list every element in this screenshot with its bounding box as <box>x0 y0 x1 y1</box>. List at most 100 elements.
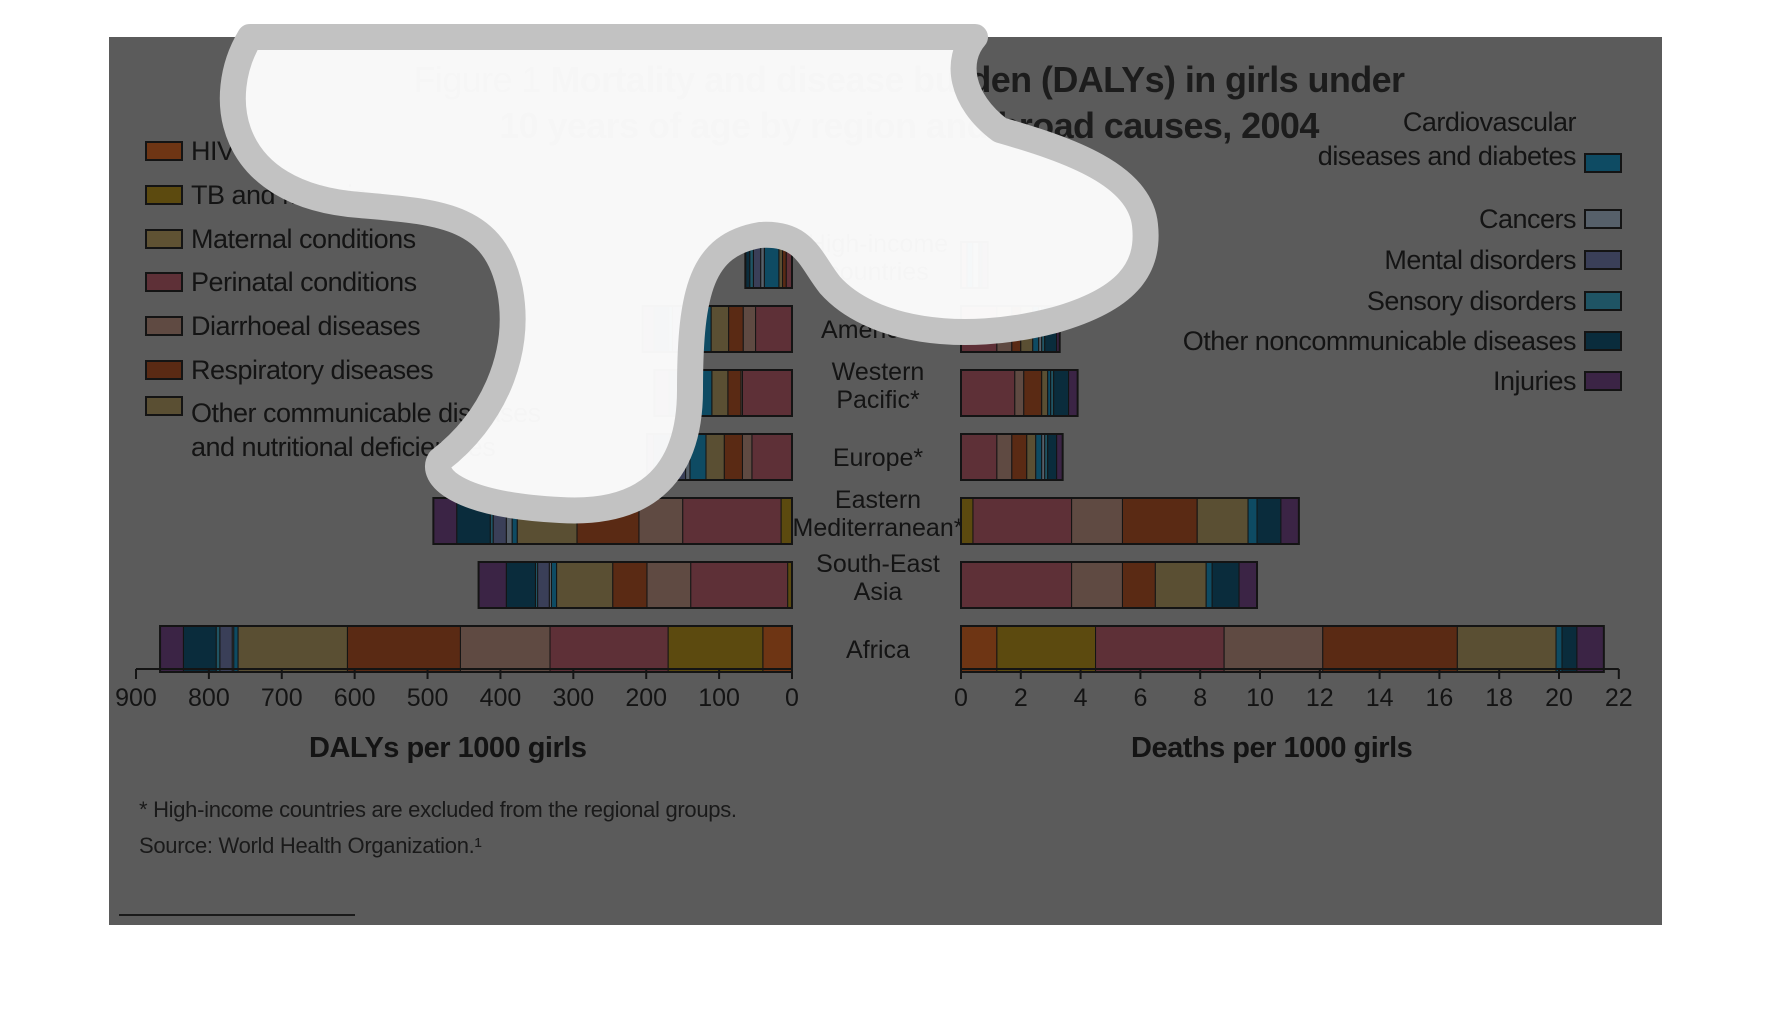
legend-swatch <box>1584 153 1622 173</box>
daly-bar-segment <box>728 305 744 353</box>
legend-label: Other noncommunicable diseases <box>1182 326 1577 356</box>
daly-bar-segment <box>478 561 507 609</box>
death-tick-label: 16 <box>1425 684 1453 712</box>
daly-bar-segment <box>159 625 184 673</box>
death-bar-segment <box>1223 625 1324 673</box>
daly-bar-outline <box>159 625 793 673</box>
death-bar-segment <box>996 625 1097 673</box>
legend-swatch <box>145 360 183 380</box>
figure-panel: Figure 1 Mortality and disease burden (D… <box>109 37 1662 925</box>
legend-label: HIV <box>191 136 235 166</box>
legend-label: Sensory disorders <box>1366 286 1577 316</box>
legend-swatch <box>1584 209 1622 229</box>
legend-label: Respiratory diseases <box>191 355 434 385</box>
daly-bar-segment <box>723 433 743 481</box>
daly-bar-segment <box>671 433 687 481</box>
legend-item: Respiratory diseases <box>145 352 434 388</box>
daly-bar-segment <box>762 625 793 673</box>
daly-bar-segment <box>778 241 784 289</box>
daly-tick-label: 200 <box>625 684 667 712</box>
daly-tick-label: 400 <box>480 684 522 712</box>
daly-bar-segment <box>549 625 669 673</box>
death-tick-label: 2 <box>1014 684 1028 712</box>
death-bar-segment <box>972 497 1073 545</box>
legend-item: Other communicable diseases and nutritio… <box>145 396 541 462</box>
death-bar-segment <box>1071 497 1123 545</box>
daly-bar-segment <box>741 369 793 417</box>
death-bar-segment <box>960 497 974 545</box>
legend-swatch <box>1584 331 1622 351</box>
daly-bar-segment <box>763 241 780 289</box>
daly-bar-segment <box>576 497 640 545</box>
daly-bar-segment <box>432 497 458 545</box>
death-bar-segment <box>960 625 998 673</box>
daly-bar-segment <box>742 305 757 353</box>
legend-swatch <box>145 316 183 336</box>
death-bar-segment <box>1154 561 1207 609</box>
category-label: Eastern Mediterranean* <box>793 486 964 542</box>
legend-item: Sensory disorders <box>922 283 1622 319</box>
daly-tick-label: 500 <box>407 684 449 712</box>
daly-bar-segment <box>678 369 686 417</box>
legend-label: TB and Malaria <box>191 180 368 210</box>
death-bar-segment <box>1026 433 1037 481</box>
daly-bar-segment <box>751 433 793 481</box>
daly-bar-segment <box>516 497 578 545</box>
daly-bar-segment <box>653 433 671 481</box>
daly-bar-segment <box>693 305 712 353</box>
daly-bar-segment <box>695 369 713 417</box>
legend-swatch <box>145 396 183 416</box>
daly-bar-segment <box>219 625 233 673</box>
legend-item: Maternal conditions <box>145 221 416 257</box>
daly-bar-segment <box>685 433 691 481</box>
death-bar-segment <box>1555 625 1563 673</box>
legend-label: Cancers <box>1478 204 1577 234</box>
left-axis-title: DALYs per 1000 girls <box>309 732 587 764</box>
legend-swatch <box>145 185 183 205</box>
category-label: Western Pacific* <box>832 358 925 414</box>
death-bar-segment <box>1196 497 1249 545</box>
legend-item: Cardiovascular diseases and diabetes <box>922 107 1622 173</box>
death-bar-segment <box>1456 625 1557 673</box>
daly-tick-label: 700 <box>261 684 303 712</box>
legend-item: Other noncommunicable diseases <box>922 323 1622 359</box>
daly-bar-segment <box>689 433 707 481</box>
footnote: * High-income countries are excluded fro… <box>139 797 737 822</box>
daly-bar-segment <box>505 561 536 609</box>
legend-item: Injuries <box>922 363 1622 399</box>
legend-label: Maternal conditions <box>191 224 416 254</box>
daly-bar-segment <box>682 497 782 545</box>
death-tick-label: 22 <box>1605 684 1633 712</box>
source-note: Source: World Health Organization.¹ <box>139 833 482 858</box>
death-bar-segment <box>1561 625 1578 673</box>
daly-bar-segment <box>782 241 787 289</box>
death-bar-segment <box>1047 433 1058 481</box>
death-bar-segment <box>1205 561 1213 609</box>
daly-bar-segment <box>760 241 765 289</box>
legend-swatch <box>145 141 183 161</box>
death-bar-outline <box>960 625 1605 673</box>
daly-bar-segment <box>550 561 558 609</box>
legend-swatch <box>145 272 183 292</box>
footnote-rule <box>119 914 355 916</box>
daly-bar-segment <box>646 561 692 609</box>
daly-bar-segment <box>346 625 461 673</box>
death-bar-segment <box>1121 497 1198 545</box>
daly-bar-segment <box>741 433 753 481</box>
daly-bar-segment <box>638 497 684 545</box>
legend-label: Perinatal conditions <box>191 267 417 297</box>
daly-tick-label: 800 <box>188 684 230 712</box>
daly-bar-segment <box>755 305 793 353</box>
daly-bar-segment <box>653 369 670 417</box>
death-bar-segment <box>1035 433 1043 481</box>
daly-bar-segment <box>459 625 551 673</box>
daly-bar-segment <box>752 241 762 289</box>
daly-tick-label: 0 <box>785 684 799 712</box>
daly-bar-segment <box>237 625 348 673</box>
daly-bar-segment <box>233 625 239 673</box>
death-bar-segment <box>1095 625 1225 673</box>
daly-bar-segment <box>671 305 692 353</box>
daly-bar-segment <box>215 625 221 673</box>
daly-bar-outline <box>477 561 793 609</box>
legend-swatch <box>1584 291 1622 311</box>
